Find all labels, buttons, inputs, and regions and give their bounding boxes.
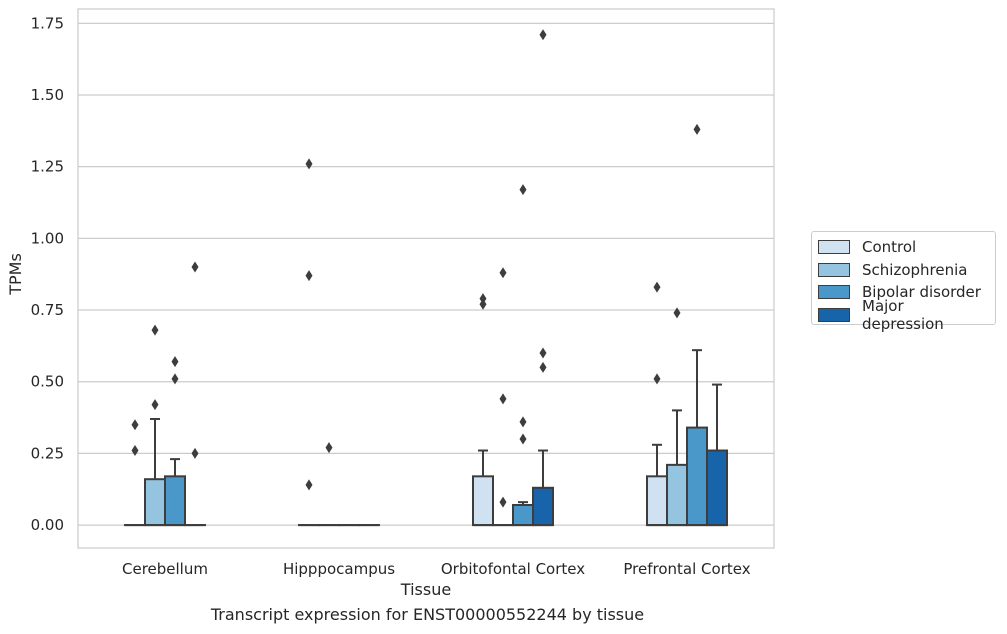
legend: Control Schizophrenia Bipolar disorder M… [811,231,996,333]
outlier-control-cerebellum [131,445,139,457]
box-major-depression-prefrontal-cortex [706,383,728,527]
legend-item-schizophrenia: Schizophrenia [818,259,989,282]
outlier-bipolar-disorder-cerebellum [171,356,179,368]
box-rect-major-depression-orbitofontal-cortex [532,486,554,527]
outlier-control-cerebellum [131,419,139,431]
legend-label-control: Control [862,238,917,257]
legend-item-control: Control [818,236,989,259]
y-tick-labels: 0.00 0.25 0.50 0.75 1.00 1.25 1.50 1.75 [31,14,64,534]
outlier-control-hipppocampus [305,479,313,491]
box-rect-bipolar-disorder-cerebellum [164,475,186,527]
outlier-schizophrenia-hipppocampus [325,442,333,454]
box-control-prefrontal-cortex [646,443,668,527]
y-tick-label: 0.50 [31,373,64,391]
outlier-major-depression-orbitofontal-cortex [539,29,547,41]
outlier-bipolar-disorder-prefrontal-cortex [693,123,701,135]
outlier-schizophrenia-cerebellum [151,324,159,336]
y-tick-label: 1.75 [31,14,64,32]
box-rect-bipolar-disorder-orbitofontal-cortex [512,503,534,527]
box-rect-schizophrenia-cerebellum [144,478,166,527]
box-rect-control-orbitofontal-cortex [472,475,494,527]
x-tick-label-hipppocampus: Hipppocampus [283,560,395,578]
box-control-orbitofontal-cortex [472,449,494,527]
legend-item-bipolar-disorder: Bipolar disorder [818,281,989,304]
outlier-control-hipppocampus [305,158,313,170]
plot-frame [77,8,775,549]
legend-swatch-control [818,240,850,255]
outlier-points [131,29,701,508]
legend-swatch-major-depression [818,307,850,322]
outlier-major-depression-orbitofontal-cortex [539,347,547,359]
outlier-schizophrenia-prefrontal-cortex [673,307,681,319]
box-rect-bipolar-disorder-prefrontal-cortex [686,426,708,527]
outlier-control-orbitofontal-cortex [479,293,487,305]
chart-caption: Transcript expression for ENST0000055224… [210,605,645,624]
outlier-bipolar-disorder-orbitofontal-cortex [519,433,527,445]
legend-label-bipolar-disorder: Bipolar disorder [862,283,981,302]
x-tick-label-prefrontal-cortex: Prefrontal Cortex [623,560,750,578]
box-rect-control-prefrontal-cortex [646,475,668,527]
legend-swatch-bipolar-disorder [818,285,850,300]
box-schizophrenia-cerebellum [144,417,166,527]
outlier-schizophrenia-cerebellum [151,399,159,411]
outlier-bipolar-disorder-orbitofontal-cortex [519,416,527,428]
box-plot-series [124,349,728,527]
outlier-control-prefrontal-cortex [653,281,661,293]
legend-swatch-schizophrenia [818,262,850,277]
outlier-control-prefrontal-cortex [653,373,661,385]
box-bipolar-disorder-orbitofontal-cortex [512,501,534,527]
outlier-bipolar-disorder-cerebellum [171,373,179,385]
outlier-schizophrenia-orbitofontal-cortex [499,496,507,508]
y-tick-label: 0.00 [31,516,64,534]
box-schizophrenia-prefrontal-cortex [666,409,688,527]
x-tick-label-cerebellum: Cerebellum [122,560,208,578]
legend-label-schizophrenia: Schizophrenia [862,260,968,279]
box-bipolar-disorder-cerebellum [164,458,186,527]
outlier-major-depression-cerebellum [191,447,199,459]
y-tick-label: 1.25 [31,158,64,176]
x-tick-label-orbitofontal-cortex: Orbitofontal Cortex [441,560,585,578]
legend-label-major-depression: Major depression [862,296,944,333]
x-tick-labels: Cerebellum Hipppocampus Orbitofontal Corte… [122,560,751,578]
y-tick-label: 0.25 [31,444,64,462]
outlier-major-depression-orbitofontal-cortex [539,361,547,373]
outlier-schizophrenia-orbitofontal-cortex [499,267,507,279]
outlier-control-hipppocampus [305,270,313,282]
box-rect-major-depression-prefrontal-cortex [706,449,728,527]
outlier-bipolar-disorder-orbitofontal-cortex [519,184,527,196]
box-rect-schizophrenia-prefrontal-cortex [666,463,688,527]
y-tick-label: 1.00 [31,229,64,247]
grid-lines [78,22,774,526]
y-axis-title: TPMs [6,253,25,296]
outlier-major-depression-cerebellum [191,261,199,273]
y-tick-label: 0.75 [31,301,64,319]
outlier-control-orbitofontal-cortex [479,298,487,310]
y-tick-label: 1.50 [31,86,64,104]
box-major-depression-orbitofontal-cortex [532,449,554,527]
outlier-schizophrenia-orbitofontal-cortex [499,393,507,405]
box-bipolar-disorder-prefrontal-cortex [686,349,708,527]
legend-item-major-depression: Major depression [818,297,989,333]
x-axis-title: Tissue [400,580,451,599]
